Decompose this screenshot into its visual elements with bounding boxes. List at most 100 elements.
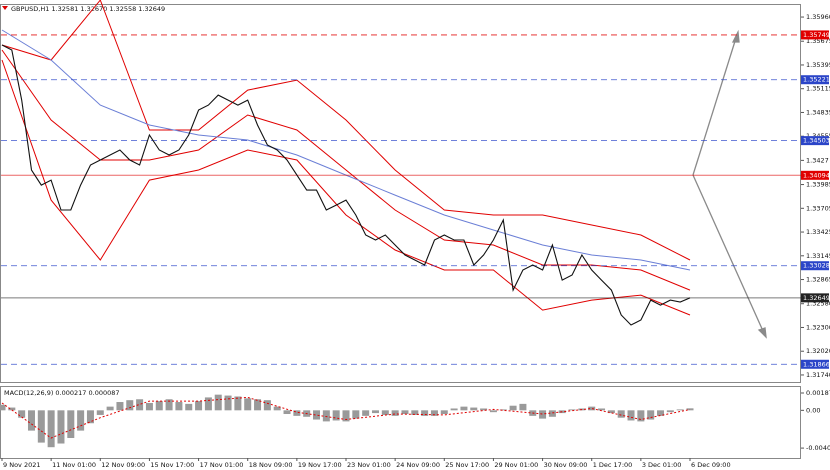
x-tick-label: 29 Nov 01:00 xyxy=(494,461,538,469)
macd-bar xyxy=(352,410,360,419)
x-tick-label: 6 Dec 09:00 xyxy=(691,461,731,469)
macd-bar xyxy=(273,406,281,411)
macd-bar xyxy=(185,403,193,411)
macd-bar xyxy=(539,410,547,419)
macd-bar xyxy=(47,410,55,448)
macd-bar xyxy=(126,400,134,411)
macd-bar xyxy=(391,410,399,416)
price-level-label: 1.31866 xyxy=(803,360,830,368)
macd-y-tick-label: 0.00 xyxy=(806,406,820,414)
macd-bar xyxy=(342,410,350,422)
macd-bar xyxy=(254,399,262,411)
macd-bar xyxy=(0,404,6,411)
macd-bar xyxy=(263,400,271,411)
macd-bar xyxy=(558,410,566,414)
x-tick-label: 25 Nov 17:00 xyxy=(445,461,489,469)
macd-bar xyxy=(362,410,370,416)
y-tick-label: 1.34835 xyxy=(806,108,830,116)
macd-bar xyxy=(470,407,478,411)
y-tick-label: 1.35115 xyxy=(806,85,830,93)
macd-bar xyxy=(499,409,507,411)
macd-bar xyxy=(214,394,222,411)
price-level-label: 1.32649 xyxy=(803,294,830,302)
overlay-line xyxy=(1,59,691,316)
macd-bar xyxy=(234,396,242,411)
price-level-label: 1.34503 xyxy=(803,137,830,145)
price-level-label: 1.35221 xyxy=(803,76,830,84)
macd-bar xyxy=(37,410,45,443)
macd-bar xyxy=(27,410,35,431)
macd-signal xyxy=(1,396,691,439)
x-tick-label: 12 Nov 09:00 xyxy=(101,461,145,469)
macd-bar xyxy=(204,397,212,411)
arrow-up xyxy=(692,37,737,176)
macd-bar xyxy=(607,410,615,414)
macd-title: MACD(12,26,9) 0.000217 0.000087 xyxy=(4,389,120,397)
macd-bar xyxy=(322,410,330,422)
price-level-tag xyxy=(801,261,829,271)
price-level-tag xyxy=(801,170,829,180)
macd-bar xyxy=(627,410,635,421)
x-tick-label: 15 Nov 17:00 xyxy=(150,461,194,469)
y-tick-label: 1.32580 xyxy=(806,300,830,308)
price-level-tag xyxy=(801,359,829,369)
x-tick-label: 18 Nov 09:00 xyxy=(249,461,293,469)
y-tick-label: 1.35960 xyxy=(806,13,830,21)
macd-bar xyxy=(313,410,321,420)
y-tick-label: 1.33425 xyxy=(806,228,830,236)
macd-bar xyxy=(430,410,438,416)
macd-bar xyxy=(57,410,65,444)
overlay-line xyxy=(1,49,691,291)
macd-bar xyxy=(67,410,75,438)
macd-bar xyxy=(666,410,674,413)
macd-bar xyxy=(381,410,389,415)
x-tick-label: 19 Nov 17:00 xyxy=(298,461,342,469)
macd-bar xyxy=(371,410,379,414)
macd-bar xyxy=(637,410,645,422)
price-level-tag xyxy=(801,136,829,146)
macd-bar xyxy=(686,408,694,411)
arrow-up-head xyxy=(731,29,740,43)
projection-arrows xyxy=(692,29,767,339)
y-tick-label: 1.35675 xyxy=(806,37,830,45)
macd-bar xyxy=(460,406,468,411)
y-tick-label: 1.3427 xyxy=(806,156,829,164)
macd-bar xyxy=(332,410,340,421)
price-line xyxy=(1,44,691,326)
macd-bar xyxy=(676,409,684,411)
x-tick-label: 30 Nov 09:00 xyxy=(544,461,588,469)
macd-bar xyxy=(293,410,301,416)
macd-bar xyxy=(598,408,606,411)
y-tick-label: 1.33705 xyxy=(806,204,830,212)
macd-y-tick-label: 0.001878 xyxy=(806,389,830,397)
macd-bar xyxy=(421,410,429,416)
price-level-tag xyxy=(801,293,829,303)
macd-y-tick-label: -0.004095 xyxy=(806,444,830,452)
macd-bar xyxy=(175,402,183,411)
price-level-tag xyxy=(801,75,829,85)
macd-bar xyxy=(440,410,448,415)
macd-bar xyxy=(588,406,596,411)
macd-bar xyxy=(509,405,517,411)
macd-bar xyxy=(548,410,556,417)
x-tick-label: 9 Nov 2021 xyxy=(3,461,41,469)
y-tick-label: 1.32020 xyxy=(806,347,830,355)
macd-bar xyxy=(450,408,458,411)
macd-bar xyxy=(283,410,291,415)
macd-bar xyxy=(489,410,497,413)
y-tick-label: 1.33985 xyxy=(806,181,830,189)
price-level-tag xyxy=(801,30,829,40)
macd-panel-frame xyxy=(0,386,801,459)
x-tick-label: 17 Nov 01:00 xyxy=(200,461,244,469)
macd-bar xyxy=(155,401,163,411)
y-tick-label: 1.33145 xyxy=(806,252,830,260)
y-tick-label: 1.32865 xyxy=(806,276,830,284)
y-tick-label: 1.35395 xyxy=(806,61,830,69)
macd-bar xyxy=(411,410,419,415)
macd-bar xyxy=(18,410,26,418)
macd-bar xyxy=(244,398,252,411)
symbol-icon xyxy=(2,6,8,10)
macd-bar xyxy=(224,395,232,411)
